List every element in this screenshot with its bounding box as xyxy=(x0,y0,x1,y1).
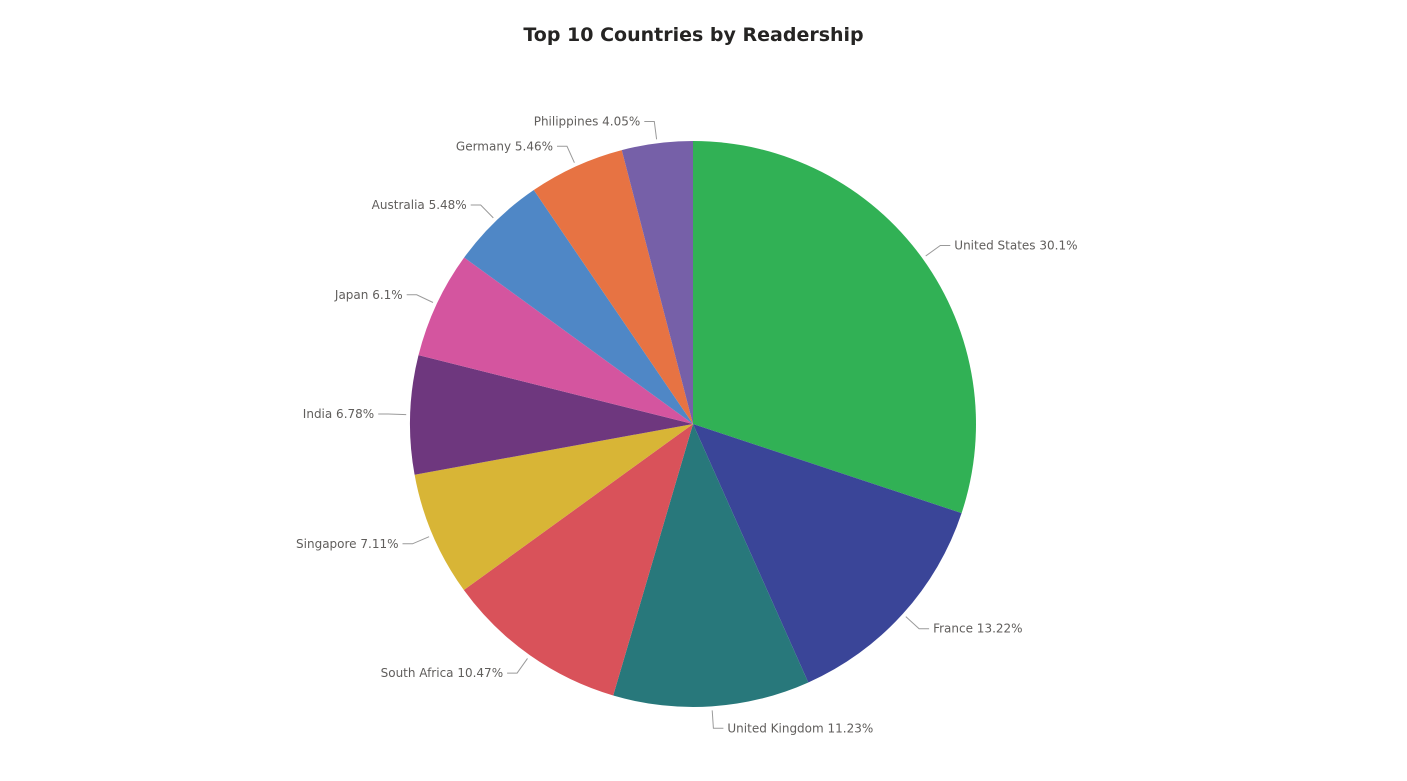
slice-label-germany: Germany 5.46% xyxy=(456,139,553,153)
pie-slice-japan[interactable] xyxy=(418,257,694,424)
pie-slice-singapore[interactable] xyxy=(414,424,693,591)
slice-label-united-states: United States 30.1% xyxy=(954,239,1077,253)
leader-line-singapore xyxy=(402,536,430,545)
leader-line-france xyxy=(905,616,930,630)
leader-line-australia xyxy=(470,204,494,219)
leader-line-south-africa xyxy=(507,658,528,674)
leader-line-japan xyxy=(406,294,434,303)
slice-label-australia: Australia 5.48% xyxy=(372,198,467,212)
pie-slice-united-kingdom[interactable] xyxy=(613,424,809,707)
pie-slices xyxy=(410,141,976,707)
slice-label-philippines: Philippines 4.05% xyxy=(534,115,641,129)
pie-slice-france[interactable] xyxy=(693,424,962,683)
pie-slice-india[interactable] xyxy=(410,355,693,475)
pie-slice-philippines[interactable] xyxy=(621,141,693,424)
slice-label-south-africa: South Africa 10.47% xyxy=(381,666,503,680)
pie-labels: United States 30.1% France 13.22% United K… xyxy=(296,115,1077,736)
pie-slice-united-states[interactable] xyxy=(693,141,976,514)
slice-label-india: India 6.78% xyxy=(303,407,374,421)
leader-line-united-states xyxy=(925,245,951,257)
leader-line-united-kingdom xyxy=(711,710,724,729)
pie-slice-south-africa[interactable] xyxy=(463,424,693,696)
slice-label-singapore: Singapore 7.11% xyxy=(296,537,398,551)
slice-label-japan: Japan 6.1% xyxy=(334,288,403,302)
leader-line-germany xyxy=(557,145,575,163)
leader-line-philippines xyxy=(644,121,658,140)
pie-slice-germany[interactable] xyxy=(533,150,693,425)
pie-slice-australia[interactable] xyxy=(464,190,693,424)
slice-label-france: France 13.22% xyxy=(933,622,1022,636)
leader-line-india xyxy=(378,413,407,416)
chart-title: Top 10 Countries by Readership xyxy=(523,24,864,46)
slice-label-united-kingdom: United Kingdom 11.23% xyxy=(727,721,873,735)
